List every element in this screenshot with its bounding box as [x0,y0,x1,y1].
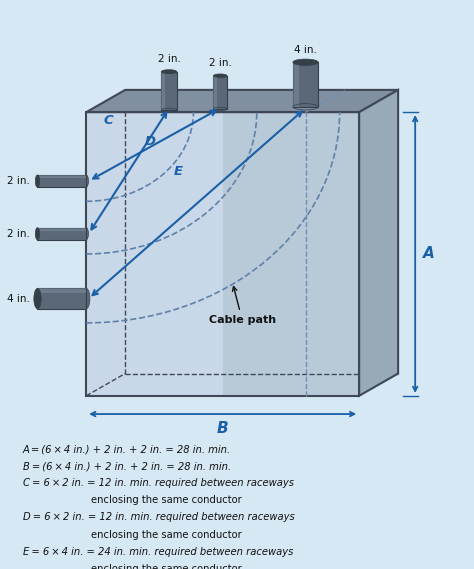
Text: 2 in.: 2 in. [7,229,30,239]
Polygon shape [359,90,398,396]
Polygon shape [161,72,165,110]
Text: enclosing the same conductor: enclosing the same conductor [91,530,242,539]
Polygon shape [37,288,86,294]
Text: D = 6 × 2 in. = 12 in. min. required between raceways: D = 6 × 2 in. = 12 in. min. required bet… [23,513,295,522]
Ellipse shape [161,70,177,73]
Ellipse shape [293,59,318,65]
Text: B = (6 × 4 in.) + 2 in. + 2 in. = 28 in. min.: B = (6 × 4 in.) + 2 in. + 2 in. = 28 in.… [23,461,231,472]
Polygon shape [37,288,86,309]
Polygon shape [86,90,398,112]
Ellipse shape [34,288,41,309]
Text: B: B [217,421,228,436]
Polygon shape [223,112,359,396]
Ellipse shape [35,175,40,187]
Polygon shape [37,228,86,240]
Polygon shape [293,62,318,107]
Text: C: C [103,114,113,126]
Text: D: D [145,135,155,149]
Polygon shape [213,76,227,109]
Text: E: E [174,165,183,178]
Text: Cable path: Cable path [209,287,276,325]
Text: A: A [422,246,434,262]
Text: E = 6 × 4 in. = 24 in. min. required between raceways: E = 6 × 4 in. = 24 in. min. required bet… [23,547,293,556]
Ellipse shape [82,288,90,309]
Polygon shape [161,72,177,110]
Text: enclosing the same conductor: enclosing the same conductor [91,563,242,569]
Ellipse shape [213,74,227,77]
Text: A = (6 × 4 in.) + 2 in. + 2 in. = 28 in. min.: A = (6 × 4 in.) + 2 in. + 2 in. = 28 in.… [23,444,231,455]
Polygon shape [37,175,86,178]
Polygon shape [86,112,223,396]
Ellipse shape [35,228,40,240]
Polygon shape [37,228,86,230]
Text: 2 in.: 2 in. [158,55,181,64]
Text: 2 in.: 2 in. [7,176,30,186]
Text: 4 in.: 4 in. [7,294,30,303]
Text: C = 6 × 2 in. = 12 in. min. required between raceways: C = 6 × 2 in. = 12 in. min. required bet… [23,479,294,488]
Polygon shape [213,76,217,109]
Text: 2 in.: 2 in. [209,59,232,68]
Text: enclosing the same conductor: enclosing the same conductor [91,496,242,505]
Polygon shape [293,62,299,107]
Ellipse shape [84,175,89,187]
Polygon shape [37,175,86,187]
Ellipse shape [84,228,89,240]
Text: 4 in.: 4 in. [294,45,317,55]
